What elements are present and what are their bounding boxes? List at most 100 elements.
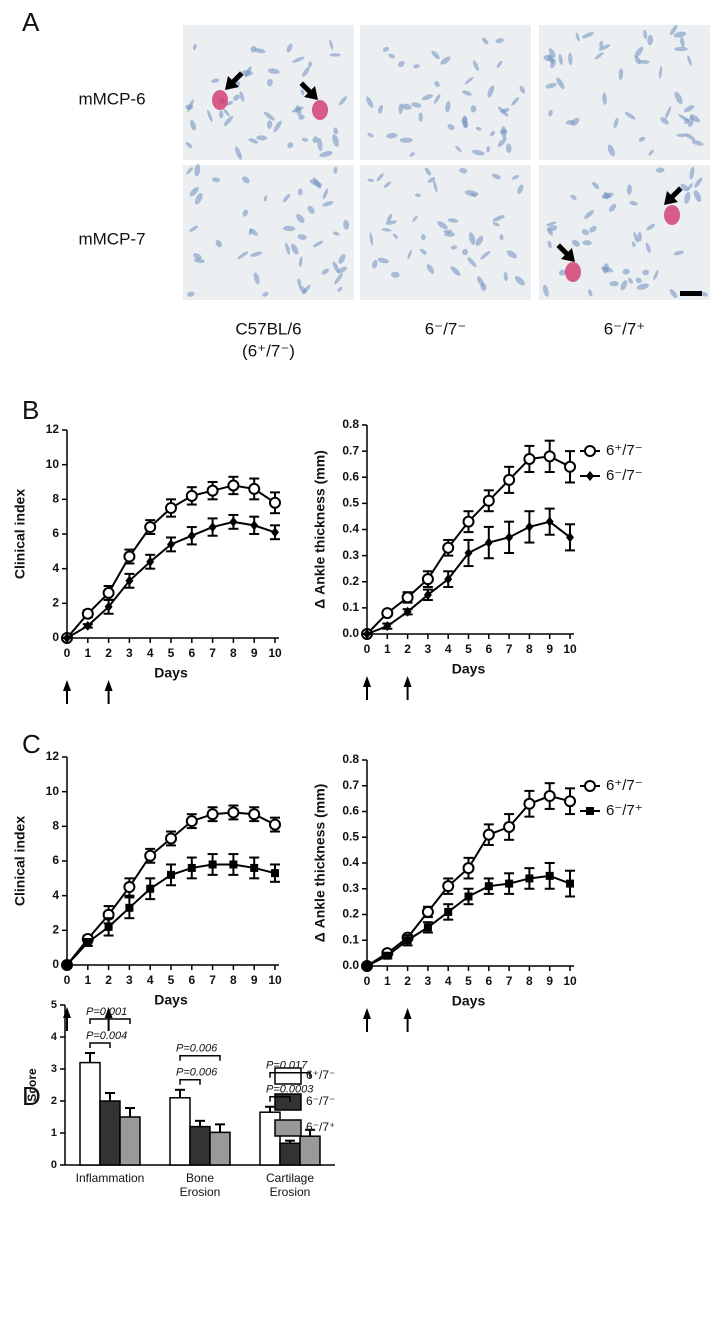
x-tick-label: 2 <box>404 642 411 656</box>
x-tick-label: 10 <box>563 642 577 656</box>
cell-nucleus <box>571 117 580 126</box>
cell-nucleus <box>211 78 220 83</box>
cell-nucleus <box>392 233 398 239</box>
marker <box>185 489 198 502</box>
cell-nucleus <box>689 114 701 123</box>
p-value: P=0.001 <box>86 1006 127 1018</box>
legend-marker <box>586 471 594 481</box>
cell-nucleus <box>388 53 395 59</box>
y-axis-label: Δ Ankle thickness (mm) <box>312 450 328 609</box>
cell-nucleus <box>386 132 398 139</box>
marker <box>545 871 554 880</box>
error-bar <box>105 1092 115 1101</box>
x-tick-label: 4 <box>445 974 452 988</box>
cell-nucleus <box>634 55 641 65</box>
cell-nucleus <box>464 76 474 85</box>
cell-nucleus <box>674 91 683 105</box>
cell-nucleus <box>684 191 691 204</box>
cell-nucleus <box>401 103 412 110</box>
cell-nucleus <box>635 277 642 284</box>
cell-nucleus <box>298 114 305 120</box>
y-tick-label: 0.2 <box>342 574 359 588</box>
x-tick-label: 1 <box>84 646 91 660</box>
marker <box>144 521 157 534</box>
injection-arrow-head <box>63 680 71 691</box>
x-tick-label: 4 <box>147 973 154 987</box>
cell-nucleus <box>193 258 205 264</box>
y-axis-label: Score <box>25 1068 39 1102</box>
marker <box>146 884 155 893</box>
x-tick-label: 7 <box>506 974 513 988</box>
cell-nucleus <box>575 32 580 42</box>
x-tick-label: 2 <box>105 973 112 987</box>
mast-cell <box>312 100 328 120</box>
cell-nucleus <box>420 248 427 255</box>
cell-nucleus <box>382 46 390 52</box>
cell-nucleus <box>582 240 592 246</box>
x-tick-label: 8 <box>230 646 237 660</box>
x-tick-label: 6 <box>188 646 195 660</box>
y-tick-label: 4 <box>51 1031 58 1043</box>
marker <box>484 537 493 548</box>
marker <box>104 922 113 931</box>
marker <box>104 601 113 612</box>
cell-nucleus <box>301 66 310 77</box>
marker <box>185 815 198 828</box>
marker <box>403 606 412 617</box>
y-tick-label: 0.3 <box>342 548 359 562</box>
marker <box>187 530 196 541</box>
x-tick-label: 9 <box>546 974 553 988</box>
x-tick-label: 0 <box>64 973 71 987</box>
cell-nucleus <box>645 242 651 254</box>
legend-label: 6⁺/7⁻ <box>606 442 643 459</box>
y-tick-label: 0.7 <box>342 778 359 792</box>
marker <box>464 548 473 559</box>
marker <box>123 550 136 563</box>
bar <box>279 1142 301 1166</box>
cell-nucleus <box>548 109 553 117</box>
panel-label: C <box>22 729 41 759</box>
error-bar <box>125 1107 135 1117</box>
cell-nucleus <box>547 240 552 249</box>
cell-nucleus <box>664 106 672 119</box>
marker <box>102 586 115 599</box>
marker <box>271 869 279 878</box>
significance-bracket <box>269 1096 291 1102</box>
cell-nucleus <box>470 105 477 113</box>
y-tick-label: 3 <box>51 1063 57 1075</box>
cell-nucleus <box>411 102 422 108</box>
cell-nucleus <box>444 231 455 237</box>
cell-nucleus <box>332 231 340 236</box>
cell-nucleus <box>434 81 440 87</box>
cell-nucleus <box>546 221 557 227</box>
y-tick-label: 0.7 <box>342 443 359 457</box>
cell-nucleus <box>295 105 302 116</box>
cell-nucleus <box>397 61 405 67</box>
cell-nucleus <box>673 250 685 256</box>
cell-nucleus <box>660 117 669 125</box>
cell-nucleus <box>601 266 614 273</box>
marker <box>543 450 556 463</box>
x-tick-label: Cartilage Erosion <box>265 1171 315 1199</box>
cell-nucleus <box>427 177 436 183</box>
cell-nucleus <box>426 264 435 274</box>
marker <box>123 881 136 893</box>
y-tick-label: 2 <box>52 596 59 610</box>
marker <box>464 892 473 901</box>
cell-nucleus <box>319 151 333 158</box>
cell-nucleus <box>185 142 193 149</box>
cell-nucleus <box>700 291 708 297</box>
injection-arrow-head <box>104 1007 113 1018</box>
cell-nucleus <box>407 249 413 260</box>
x-tick-label: 5 <box>168 646 175 660</box>
cell-nucleus <box>447 218 459 223</box>
micrograph <box>183 165 354 300</box>
bar <box>169 1097 191 1166</box>
marker <box>165 502 177 514</box>
cell-nucleus <box>455 145 462 152</box>
legend-swatch <box>274 1067 302 1085</box>
cell-nucleus <box>322 201 334 207</box>
y-tick-label: 5 <box>51 999 57 1011</box>
x-tick-label: 9 <box>251 973 258 987</box>
